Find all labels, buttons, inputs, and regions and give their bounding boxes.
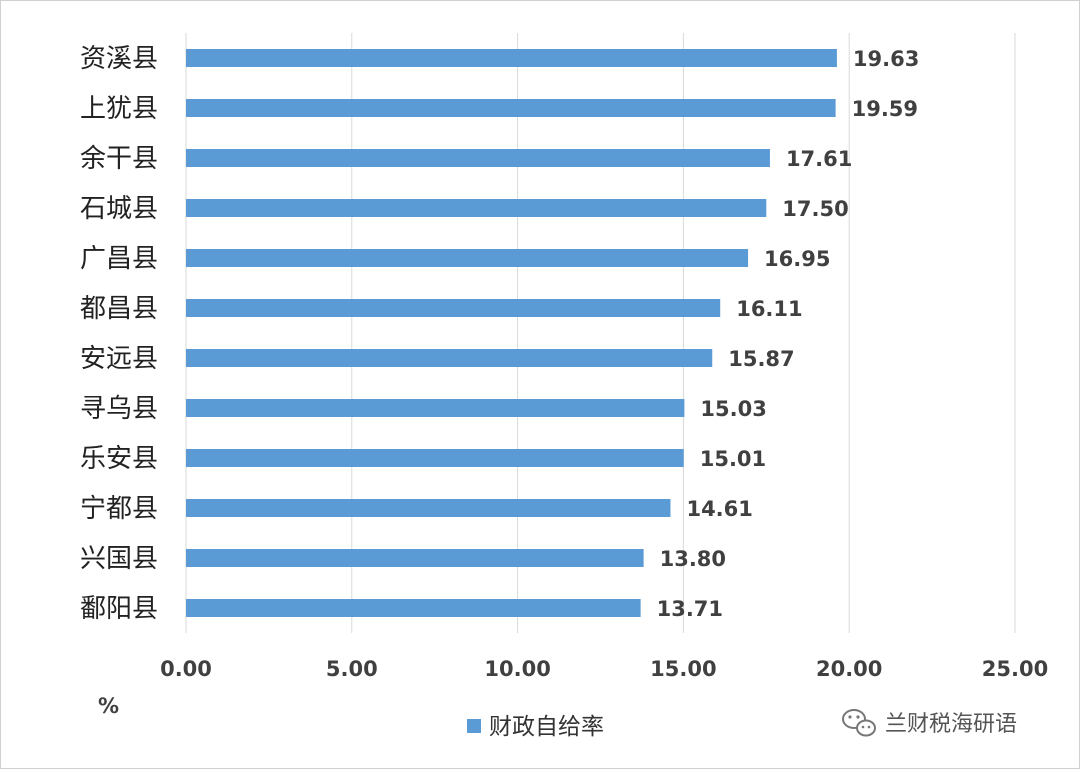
watermark: 兰财税海研语	[842, 709, 1017, 737]
category-label: 余干县	[80, 144, 158, 174]
category-label: 上犹县	[80, 94, 158, 124]
x-tick-label: 10.00	[484, 657, 550, 681]
category-label: 资溪县	[80, 44, 158, 74]
category-label: 寻乌县	[80, 394, 158, 424]
data-label: 16.11	[736, 297, 802, 321]
bar	[186, 449, 684, 467]
bar	[186, 249, 749, 267]
category-label: 兴国县	[80, 544, 158, 574]
bar	[186, 99, 836, 117]
data-label: 13.80	[660, 547, 726, 571]
category-label: 都昌县	[80, 294, 158, 324]
x-tick-label: 0.00	[160, 657, 212, 681]
category-label: 广昌县	[80, 244, 158, 274]
data-label: 17.50	[782, 197, 848, 221]
bar	[186, 199, 767, 217]
bar	[186, 49, 837, 67]
data-label: 19.63	[853, 47, 919, 71]
category-label: 石城县	[80, 194, 158, 224]
data-label: 15.03	[700, 397, 766, 421]
category-label: 乐安县	[80, 444, 158, 474]
legend-label: 财政自给率	[489, 714, 604, 740]
gridlines	[185, 33, 1016, 633]
data-label: 16.95	[764, 247, 830, 271]
data-label: 15.01	[700, 447, 766, 471]
bar	[186, 549, 644, 567]
bar	[186, 349, 713, 367]
data-label: 15.87	[728, 347, 794, 371]
x-tick-label: 20.00	[816, 657, 882, 681]
x-tick-label: 15.00	[650, 657, 716, 681]
x-tick-label: 5.00	[326, 657, 378, 681]
data-label: 19.59	[852, 97, 918, 121]
legend: 财政自给率	[467, 714, 604, 740]
bar	[186, 299, 721, 317]
x-tick-labels: 0.00 5.00 10.00 15.00 20.00 25.00	[160, 657, 1048, 681]
category-label: 安远县	[80, 344, 158, 374]
x-tick-label: 25.00	[982, 657, 1048, 681]
data-labels: 19.63 19.59 17.61 17.50 16.95 16.11 15.87 15.03…	[657, 47, 920, 621]
data-label: 17.61	[786, 147, 852, 171]
bars	[186, 49, 837, 617]
data-label: 13.71	[657, 597, 723, 621]
wechat-icon	[842, 709, 876, 737]
bar	[186, 399, 685, 417]
legend-swatch	[467, 719, 481, 733]
x-unit-label: %	[98, 694, 119, 718]
watermark-text: 兰财税海研语	[885, 712, 1017, 737]
category-label: 宁都县	[80, 494, 158, 524]
bar	[186, 149, 770, 167]
data-label: 14.61	[686, 497, 752, 521]
category-label: 鄱阳县	[80, 594, 158, 624]
bar	[186, 499, 671, 517]
bar	[186, 599, 641, 617]
